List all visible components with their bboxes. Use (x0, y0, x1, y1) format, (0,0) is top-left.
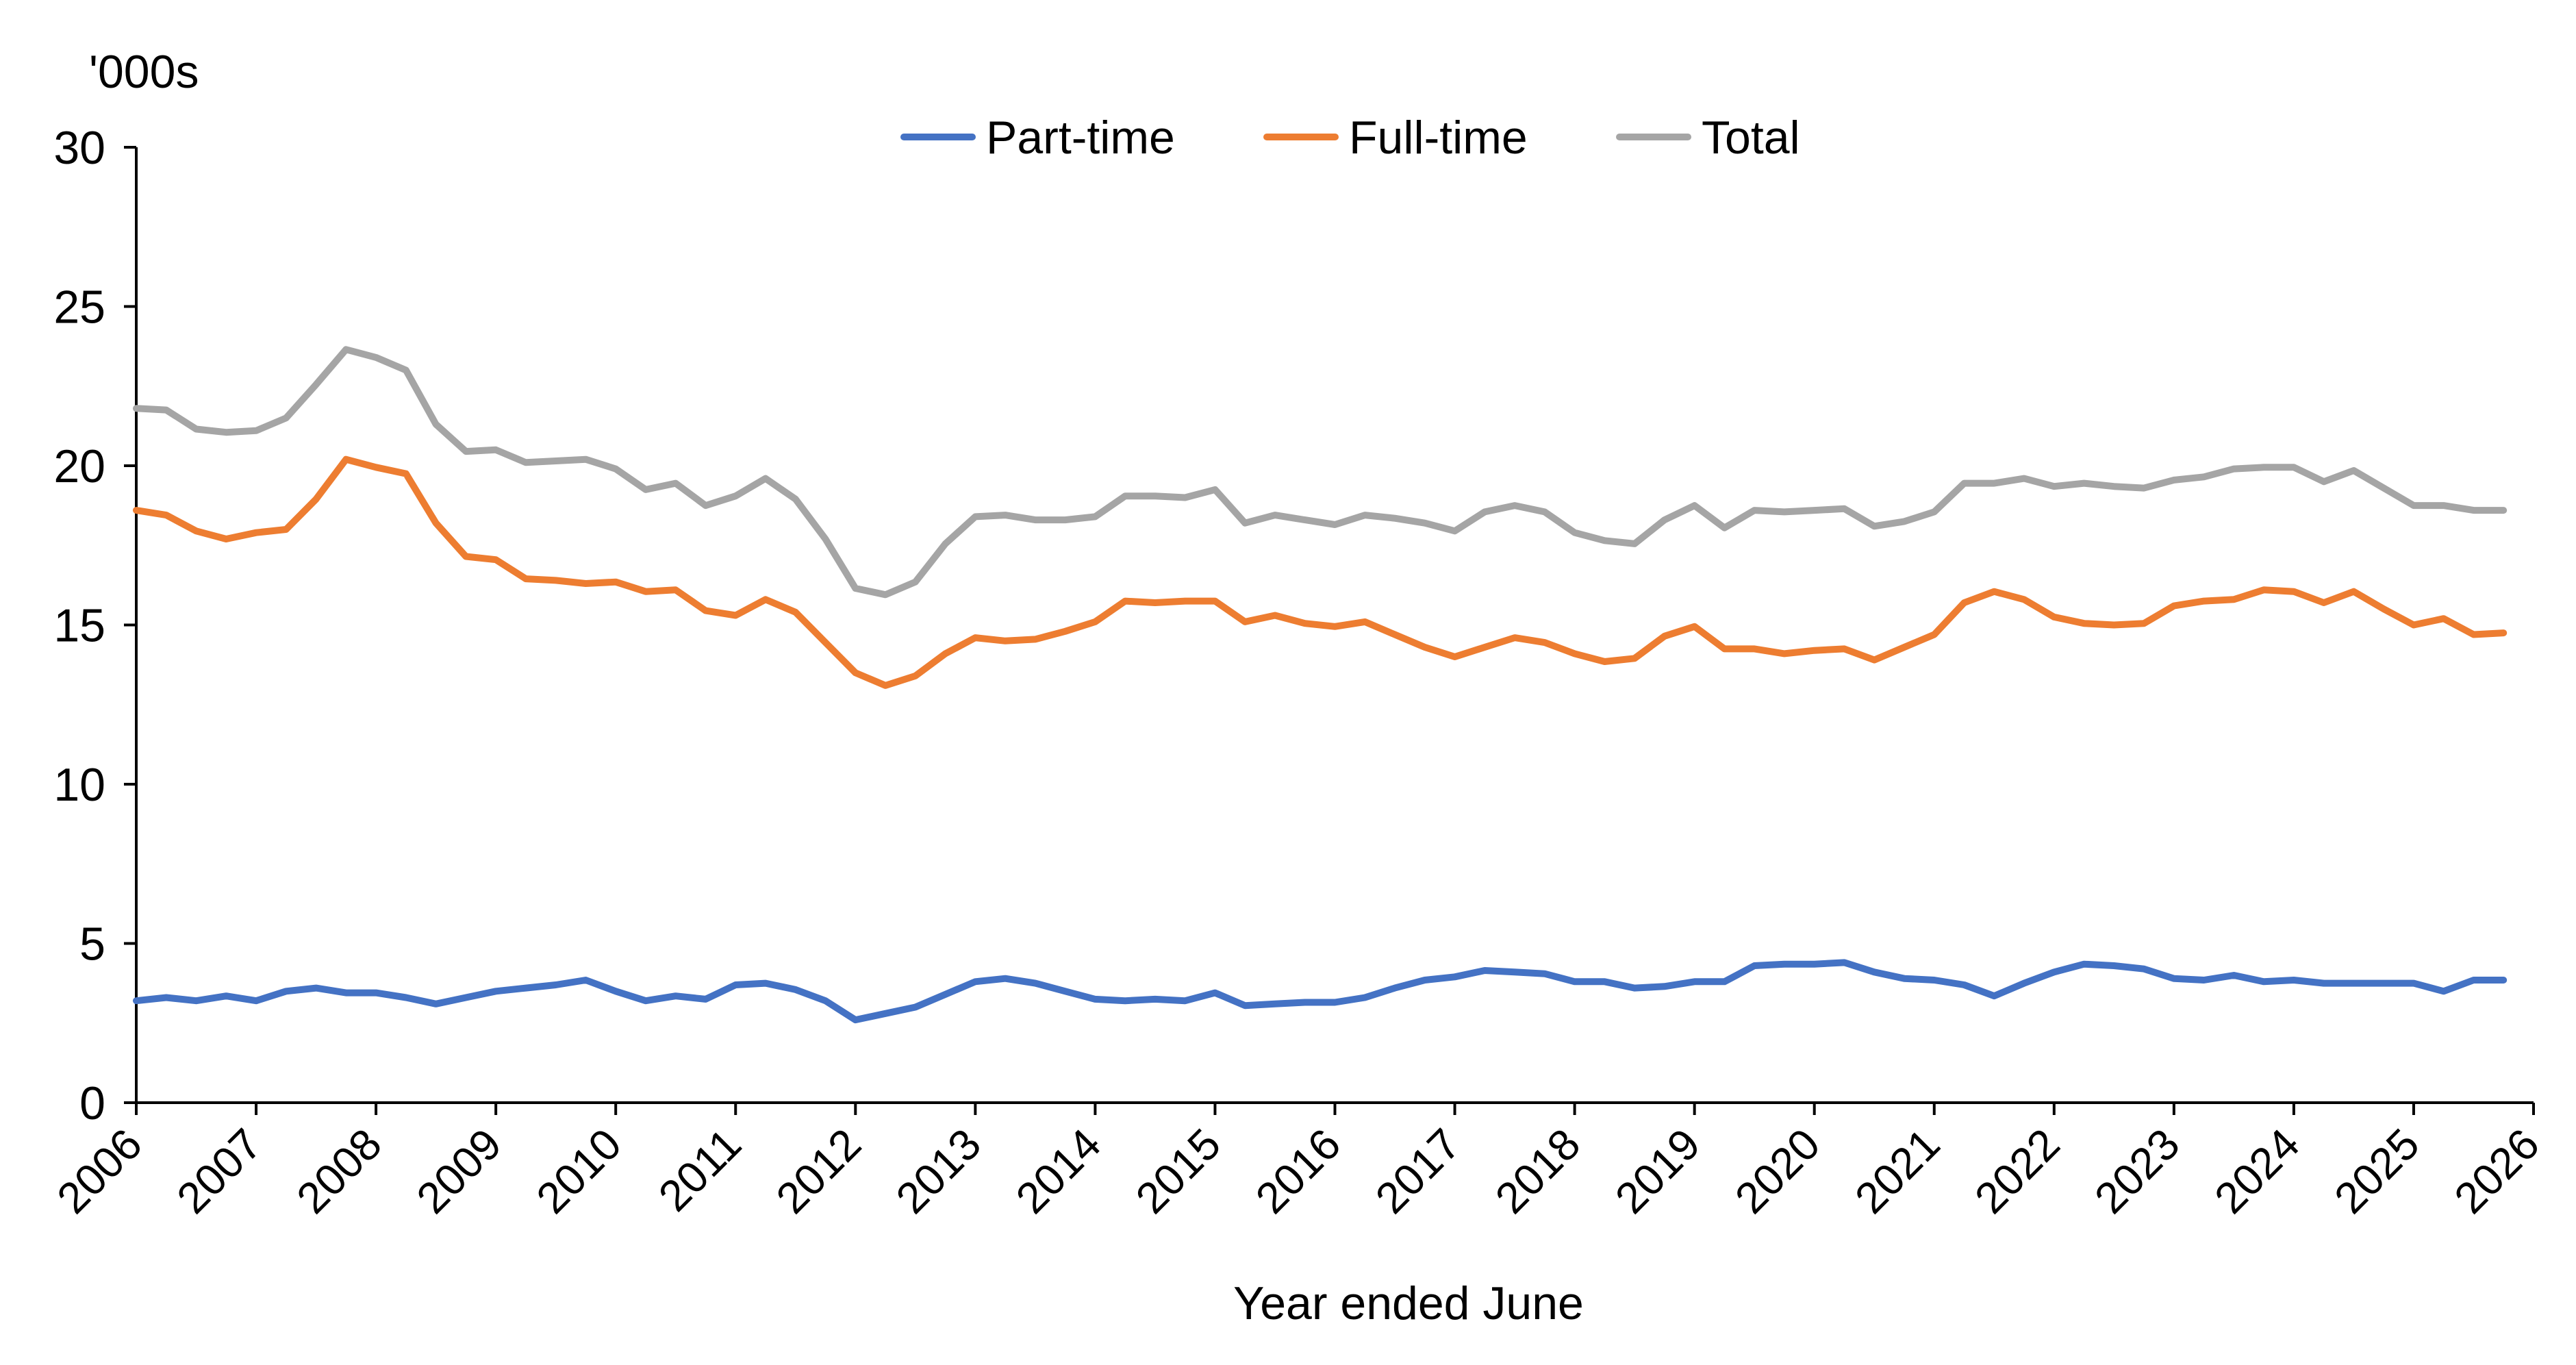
y-axis-unit-label: '000s (89, 46, 199, 98)
series-lines (133, 346, 2508, 1024)
y-tick-label: 25 (53, 281, 105, 334)
series-line-total (133, 346, 2508, 599)
x-tick-label: 2017 (1366, 1119, 1470, 1223)
x-tick-label: 2016 (1246, 1119, 1350, 1223)
x-tick-label: 2015 (1126, 1119, 1230, 1223)
legend-label-total: Total (1702, 112, 1800, 164)
x-tick-label: 2008 (287, 1119, 391, 1223)
x-tick-label: 2025 (2325, 1119, 2429, 1223)
y-tick-label: 5 (79, 918, 105, 970)
x-tick-label: 2023 (2085, 1119, 2189, 1223)
x-tick-label: 2020 (1726, 1119, 1830, 1223)
x-tick-label: 2013 (887, 1119, 991, 1223)
legend-label-full-time: Full-time (1349, 112, 1528, 164)
y-tick-label: 0 (79, 1077, 105, 1129)
y-tick-label: 10 (53, 759, 105, 811)
x-tick-label: 2022 (1965, 1119, 2069, 1223)
series-line-part-time (133, 959, 2508, 1024)
x-tick-label: 2026 (2445, 1119, 2549, 1223)
x-tick-label: 2018 (1486, 1119, 1590, 1223)
x-tick-label: 2010 (527, 1119, 631, 1223)
x-tick-label: 2009 (407, 1119, 511, 1223)
series-line-full-time (133, 455, 2508, 689)
x-axis-title: Year ended June (1233, 1277, 1584, 1329)
legend: Part-time Full-time Total (900, 112, 1800, 164)
x-tick-label: 2014 (1007, 1119, 1111, 1223)
y-tick-label: 20 (53, 440, 105, 492)
x-tick-label: 2024 (2205, 1119, 2309, 1223)
y-tick-label: 30 (53, 122, 105, 174)
x-tick-label: 2006 (47, 1119, 151, 1223)
x-tick-label: 2011 (649, 1119, 750, 1220)
x-tick-label: 2019 (1606, 1119, 1710, 1223)
legend-label-part-time: Part-time (986, 112, 1175, 164)
x-tick-label: 2012 (767, 1119, 871, 1223)
y-tick-label: 15 (53, 600, 105, 652)
x-tick-label: 2021 (1845, 1119, 1949, 1223)
x-tick-label: 2007 (167, 1119, 271, 1223)
